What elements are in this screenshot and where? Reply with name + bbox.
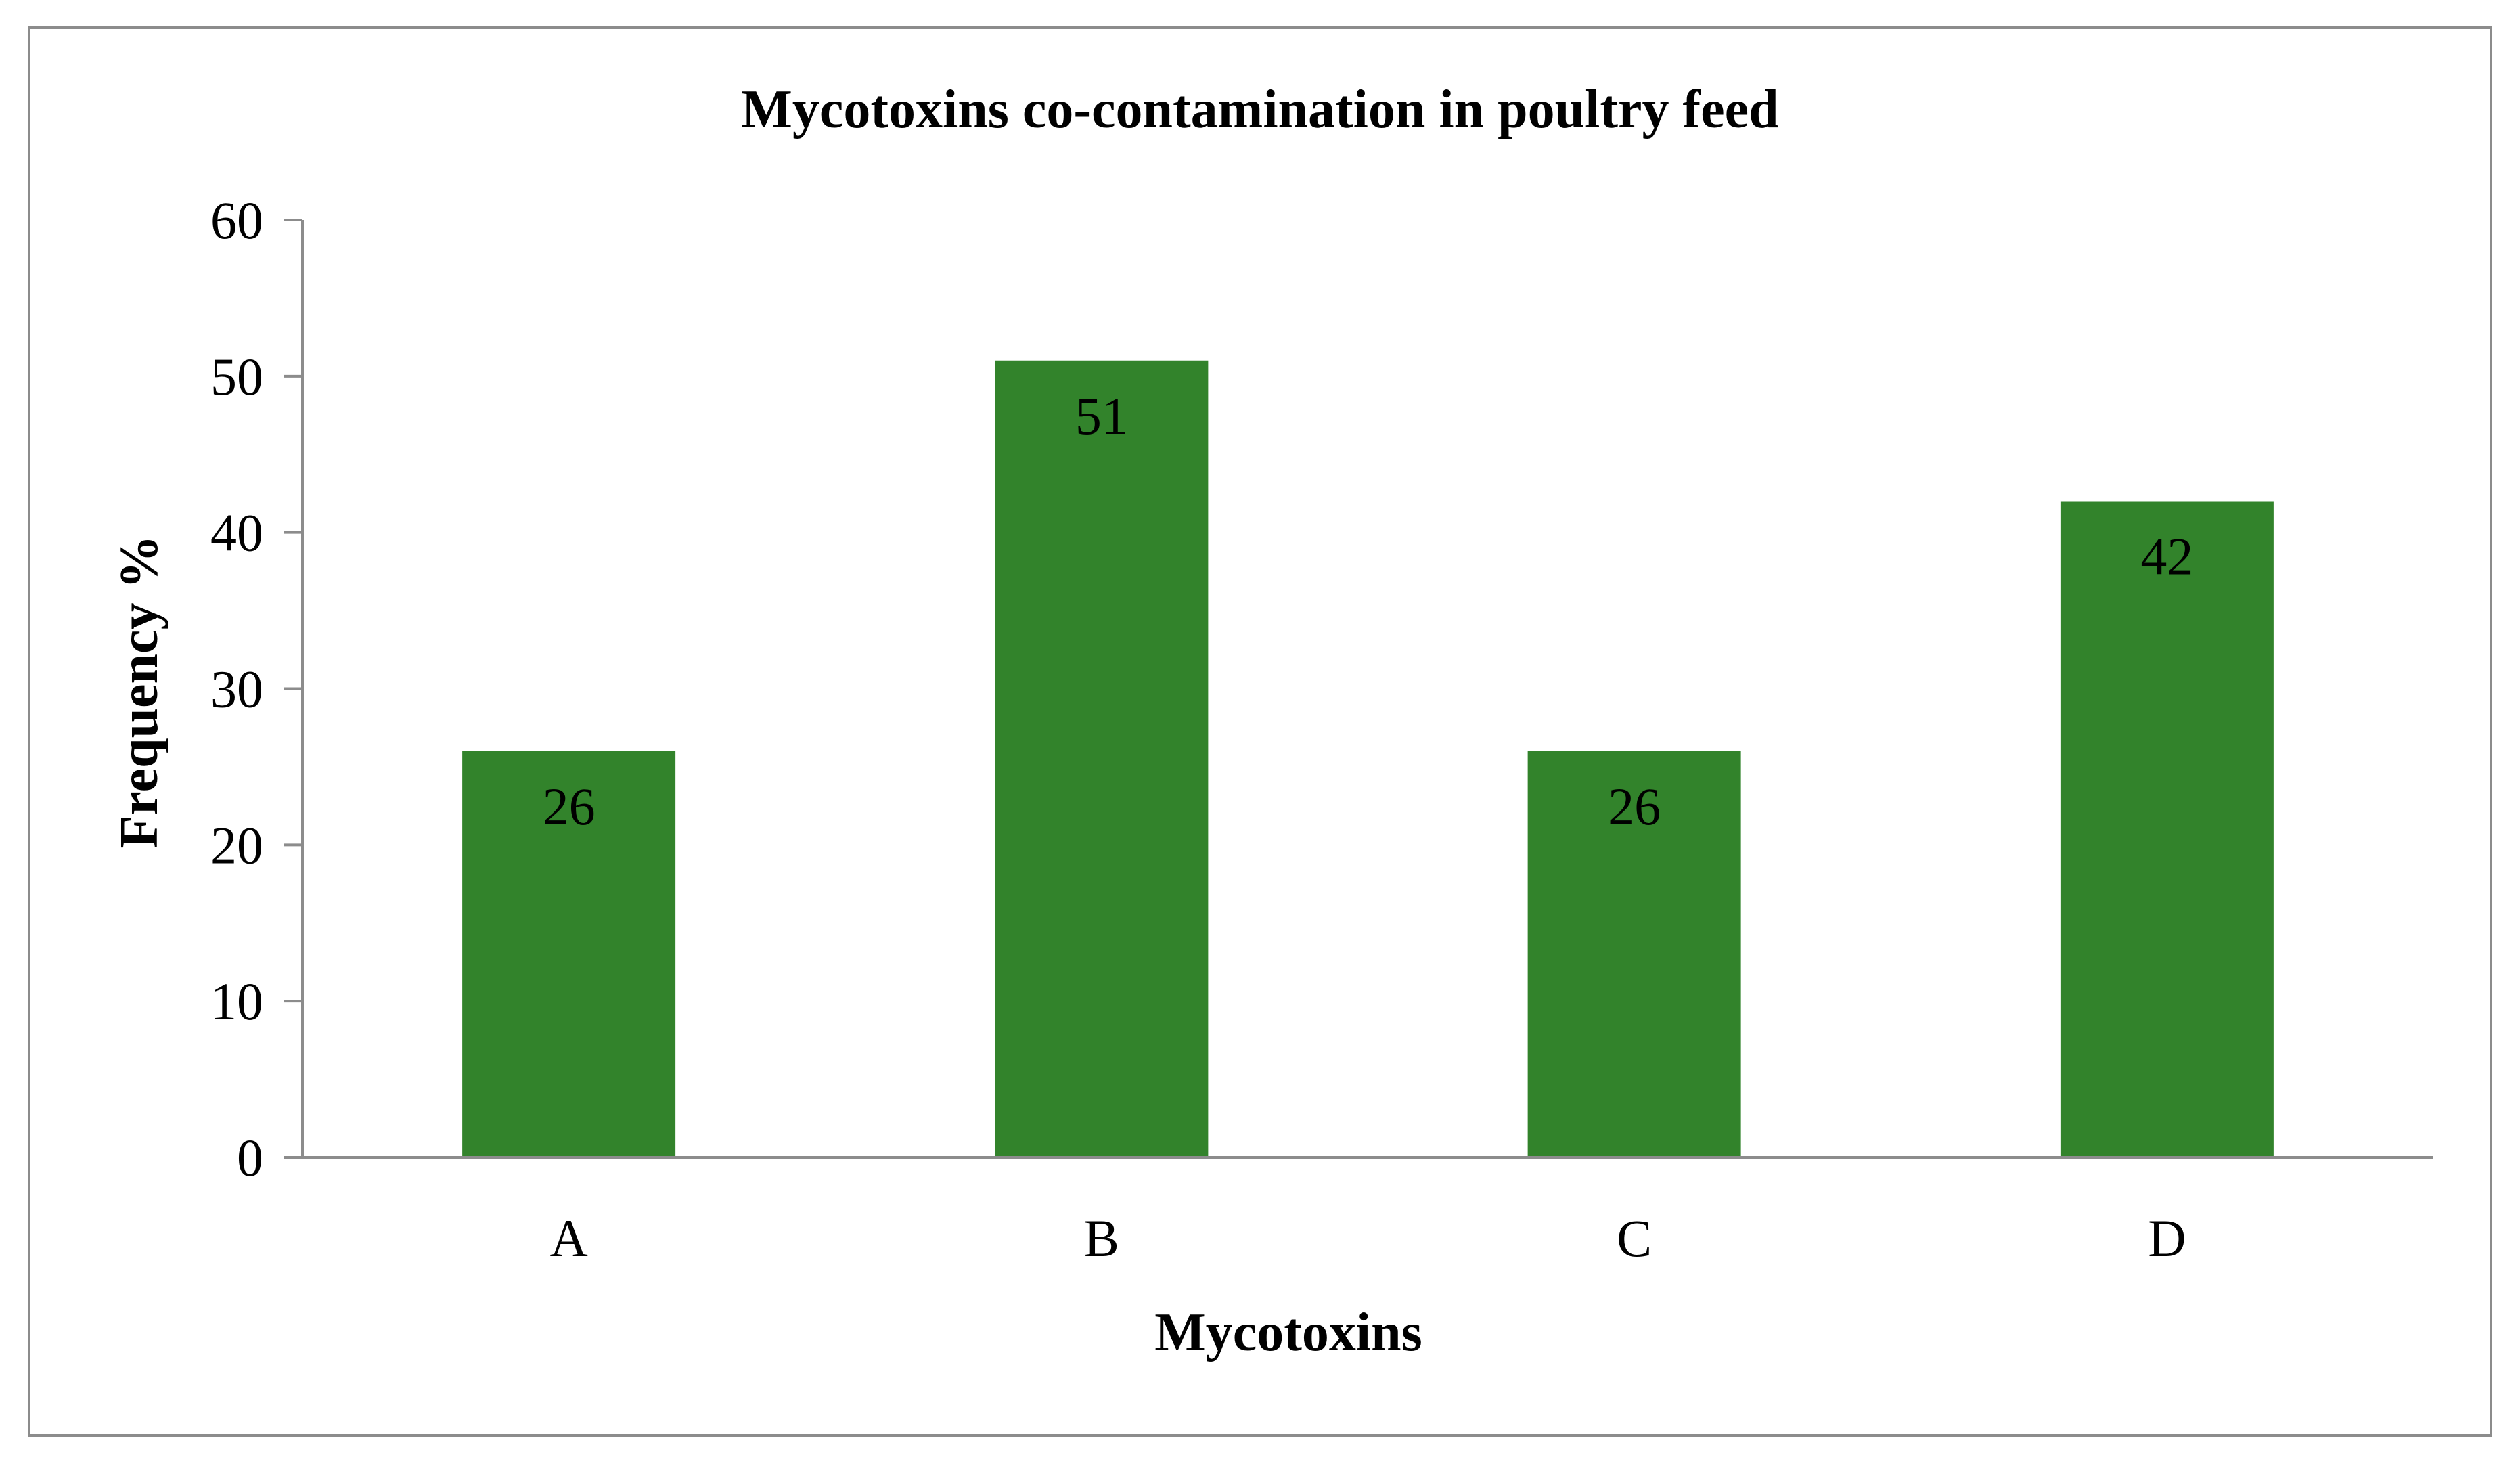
data-label-C: 26 [1608, 777, 1661, 836]
x-tick-label-A: A [549, 1209, 587, 1268]
bar-B [995, 360, 1209, 1157]
x-tick-label-C: C [1617, 1209, 1652, 1268]
data-label-B: 51 [1075, 386, 1128, 445]
x-tick-label-D: D [2148, 1209, 2186, 1268]
x-tick-label-B: B [1084, 1209, 1119, 1268]
y-tick-label: 0 [237, 1128, 263, 1187]
x-axis-category-labels: A B C D [549, 1209, 2186, 1268]
y-tick-label: 20 [210, 816, 263, 874]
data-labels-group: 26 51 26 42 [543, 386, 2194, 836]
bar-D [2060, 501, 2274, 1157]
data-label-D: 42 [2140, 527, 2193, 586]
y-tick-label: 10 [210, 972, 263, 1031]
y-tick-label: 50 [210, 347, 263, 406]
y-axis-ticks: 0 10 20 30 40 50 60 [210, 191, 302, 1187]
y-tick-label: 60 [210, 191, 263, 250]
y-tick-label: 30 [210, 660, 263, 719]
bar-C [1527, 751, 1741, 1157]
x-axis-title: Mycotoxins [1154, 1303, 1422, 1362]
bar-A [462, 751, 676, 1157]
y-tick-label: 40 [210, 504, 263, 562]
data-label-A: 26 [543, 777, 595, 836]
bars-group [462, 360, 2274, 1157]
chart-title: Mycotoxins co-contamination in poultry f… [741, 80, 1778, 139]
y-axis-title: Frequency % [110, 535, 169, 849]
